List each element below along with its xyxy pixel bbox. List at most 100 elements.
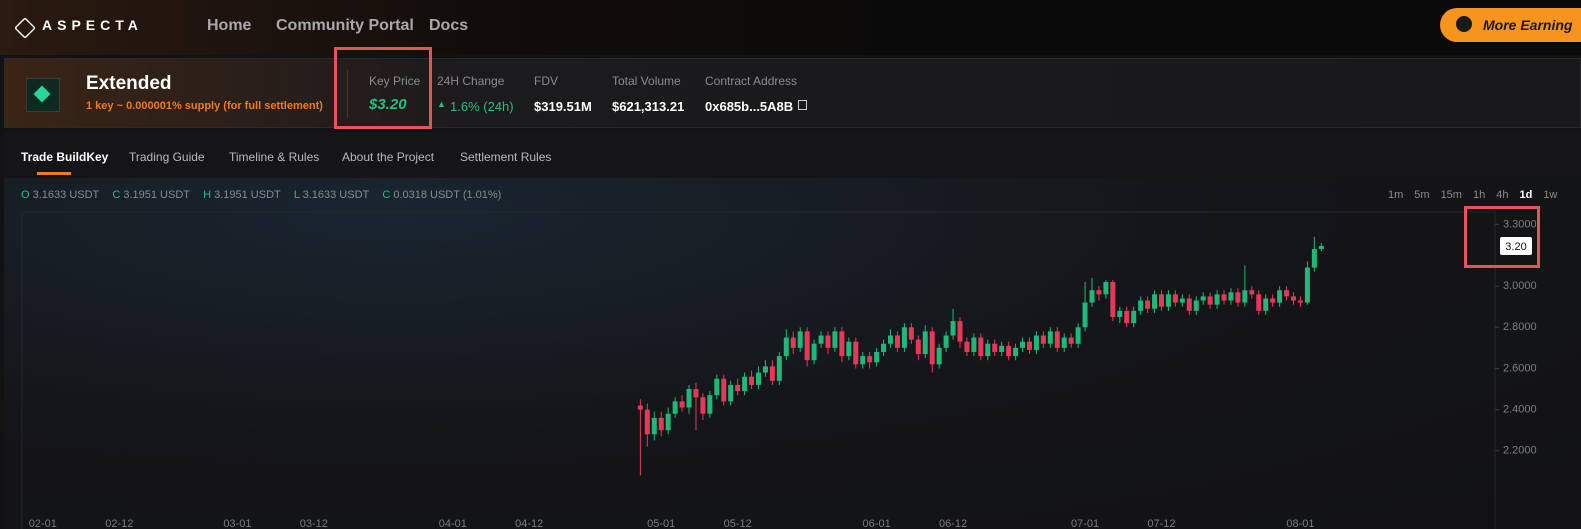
ohlc-key: C bbox=[382, 189, 391, 201]
candle-body bbox=[936, 347, 942, 365]
candle-body bbox=[1117, 310, 1123, 317]
stat-value: $621,313.21 bbox=[612, 99, 685, 114]
nav-link[interactable]: Home bbox=[207, 17, 252, 34]
stat-value: $319.51M bbox=[534, 99, 592, 114]
candle-body bbox=[721, 378, 727, 402]
candle-body bbox=[825, 335, 831, 348]
candle-body bbox=[1256, 294, 1262, 311]
token-subtitle: 1 key ~ 0.000001% supply (for full settl… bbox=[86, 100, 323, 112]
tab[interactable]: Timeline & Rules bbox=[229, 150, 320, 164]
candle-body bbox=[853, 341, 859, 365]
button-label[interactable]: More Earning bbox=[1483, 17, 1573, 33]
token-bar bbox=[4, 58, 1581, 128]
candle-body bbox=[1047, 331, 1053, 344]
candle-body bbox=[1284, 290, 1290, 297]
ohlc-row: O 3.1633 USDT C 3.1951 USDT H 3.1951 USD… bbox=[21, 189, 501, 201]
x-tick-label: 08-01 bbox=[1286, 518, 1314, 529]
candle-body bbox=[693, 389, 699, 398]
candle-body bbox=[915, 339, 921, 355]
x-tick-label: 02-01 bbox=[29, 518, 57, 529]
candle-body bbox=[797, 331, 803, 348]
candle-body bbox=[1158, 294, 1164, 307]
tab[interactable]: Trading Guide bbox=[129, 150, 205, 164]
candle-body bbox=[1207, 296, 1213, 305]
candle-body bbox=[1304, 267, 1310, 303]
candle-body bbox=[742, 376, 748, 392]
x-tick-label: 06-01 bbox=[863, 518, 891, 529]
candle-body bbox=[769, 366, 775, 381]
interval[interactable]: 5m bbox=[1414, 189, 1430, 201]
ohlc-value: 3.1633 USDT bbox=[32, 189, 100, 201]
candle-body bbox=[651, 417, 657, 435]
candle-body bbox=[714, 378, 720, 396]
candle-body bbox=[922, 331, 928, 355]
candle-body bbox=[1214, 294, 1220, 305]
candle-body bbox=[1068, 337, 1074, 344]
y-tick-label: 2.8000 bbox=[1503, 321, 1537, 333]
x-tick-label: 02-12 bbox=[105, 518, 133, 529]
copy-icon[interactable] bbox=[798, 100, 807, 110]
interval-row: 1m 5m 15m 1h 4h 1d 1w bbox=[1388, 189, 1568, 201]
stat-label: Total Volume bbox=[612, 74, 681, 88]
interval[interactable]: 4h bbox=[1496, 189, 1509, 201]
candle-body bbox=[672, 401, 678, 414]
candle-body bbox=[1291, 296, 1297, 301]
candle-body bbox=[1103, 281, 1109, 295]
candle-body bbox=[888, 335, 894, 344]
interval[interactable]: 15m bbox=[1440, 189, 1462, 201]
button-icon bbox=[1456, 16, 1472, 32]
interval[interactable]: 1d bbox=[1519, 189, 1533, 201]
candle-body bbox=[1186, 298, 1192, 311]
x-tick-label: 03-12 bbox=[300, 518, 328, 529]
tab-underline bbox=[37, 172, 71, 175]
up-arrow: ▲ bbox=[437, 99, 446, 109]
ohlc-key: C bbox=[112, 189, 121, 201]
candle-body bbox=[1033, 335, 1039, 350]
candle-body bbox=[901, 327, 907, 348]
top-nav bbox=[0, 0, 1581, 55]
interval[interactable]: 1w bbox=[1543, 189, 1558, 201]
candle-body bbox=[1089, 290, 1095, 303]
x-tick-label: 03-01 bbox=[223, 518, 251, 529]
nav-link[interactable]: Community Portal bbox=[276, 17, 414, 34]
candle-body bbox=[811, 343, 817, 361]
candle-body bbox=[1096, 290, 1102, 295]
last-price-tag bbox=[1500, 236, 1532, 255]
plot-frame bbox=[21, 211, 1496, 529]
interval[interactable]: 1m bbox=[1388, 189, 1404, 201]
token-name: Extended bbox=[86, 73, 172, 94]
tab[interactable]: About the Project bbox=[342, 150, 435, 164]
candle-body bbox=[1040, 335, 1046, 344]
candle-body bbox=[1263, 298, 1269, 311]
tab-active[interactable]: Trade BuildKey bbox=[21, 150, 109, 164]
interval[interactable]: 1h bbox=[1472, 189, 1486, 201]
candle-body bbox=[1138, 300, 1144, 311]
candle-body bbox=[978, 337, 984, 357]
candle-body bbox=[1013, 347, 1019, 357]
x-tick-label: 06-12 bbox=[939, 518, 967, 529]
y-tick-label: 2.2000 bbox=[1503, 445, 1537, 457]
nav-link[interactable]: Docs bbox=[429, 17, 469, 34]
candle-body bbox=[1131, 310, 1137, 324]
candle-body bbox=[957, 321, 963, 342]
candle-body bbox=[749, 376, 755, 385]
x-tick-label: 05-01 bbox=[647, 518, 675, 529]
logo[interactable]: ASPECTA bbox=[42, 17, 143, 33]
divider bbox=[347, 70, 348, 118]
tab[interactable]: Settlement Rules bbox=[460, 150, 552, 164]
candle-body bbox=[1026, 341, 1032, 350]
candle-body bbox=[832, 331, 838, 348]
candle-body bbox=[707, 395, 713, 414]
candle-body bbox=[1152, 294, 1158, 309]
candle-body bbox=[1020, 341, 1026, 348]
ohlc-value: 3.1951 USDT bbox=[214, 189, 281, 201]
candle-body bbox=[700, 397, 706, 414]
candle-body bbox=[846, 341, 852, 357]
candle-body bbox=[1165, 294, 1171, 307]
candle-body bbox=[762, 366, 768, 373]
candle-body bbox=[1054, 331, 1060, 348]
candle-body bbox=[1075, 327, 1081, 344]
candle-body bbox=[1242, 290, 1248, 303]
candle-body bbox=[665, 413, 671, 431]
